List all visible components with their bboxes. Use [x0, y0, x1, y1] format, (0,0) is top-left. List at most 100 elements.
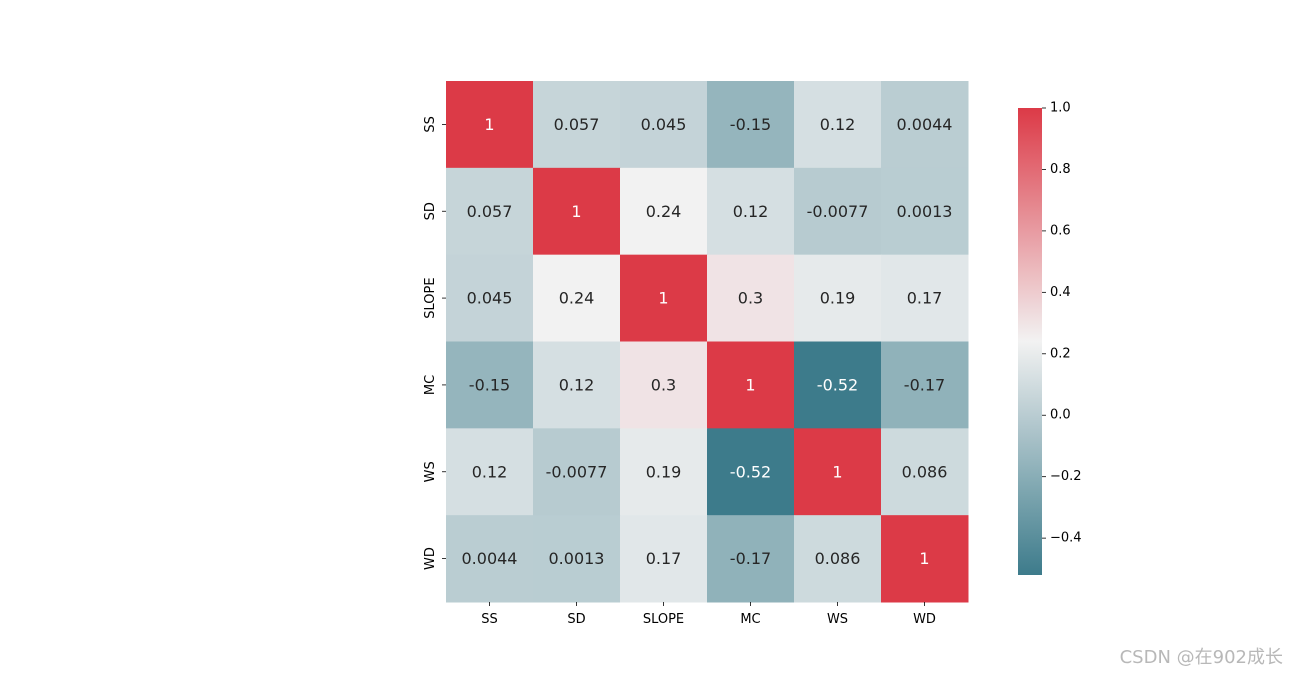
heatmap-cell: [881, 341, 969, 429]
colorbar-tick-label: 0.2: [1050, 346, 1071, 361]
heatmap-cell: [620, 515, 708, 603]
cell-value-label: -0.17: [730, 549, 771, 568]
cell-value-label: 0.086: [815, 549, 861, 568]
heatmap-cell: [881, 515, 969, 603]
cell-value-label: -0.0077: [807, 202, 869, 221]
cell-value-label: -0.15: [469, 375, 510, 394]
cell-value-label: 0.0013: [549, 549, 605, 568]
x-tick-label: WS: [827, 612, 848, 627]
cell-value-label: 1: [571, 202, 581, 221]
y-tick-label: SLOPE: [423, 277, 438, 318]
heatmap-cell: [794, 81, 882, 169]
cell-value-label: 0.3: [738, 289, 763, 308]
x-tick-label: MC: [740, 612, 760, 627]
heatmap-cell: [707, 167, 795, 256]
heatmap-cell: [620, 341, 708, 429]
heatmap-cell: [620, 167, 708, 256]
cell-value-label: 0.12: [820, 115, 856, 134]
cell-value-label: 0.0044: [897, 115, 953, 134]
colorbar-tick-label: 1.0: [1050, 101, 1071, 116]
heatmap-cell: [533, 341, 621, 429]
heatmap-cell: [446, 254, 534, 342]
heatmap-cell: [707, 515, 795, 603]
colorbar-tick-label: 0.6: [1050, 223, 1071, 238]
cell-value-label: 0.12: [559, 375, 595, 394]
heatmap-cell: [446, 341, 534, 429]
cell-value-label: -0.17: [904, 375, 945, 394]
heatmap-cell: [446, 81, 534, 169]
y-tick-label: SD: [423, 202, 438, 220]
cell-value-label: 1: [658, 289, 668, 308]
cell-value-label: 0.057: [467, 202, 513, 221]
heatmap-cell: [707, 341, 795, 429]
heatmap-cell: [707, 81, 795, 169]
cell-value-label: 1: [919, 549, 929, 568]
heatmap-cell: [446, 515, 534, 603]
y-tick-label: WD: [423, 547, 438, 570]
heatmap-cell: [620, 428, 708, 516]
x-tick-label: WD: [913, 612, 936, 627]
heatmap-cell: [707, 254, 795, 342]
cell-value-label: 0.24: [646, 202, 682, 221]
heatmap-cell: [620, 254, 708, 342]
colorbar: 1.0 0.8 0.6 0.4 0.2 0.0 −0.2 −0.4: [1018, 101, 1082, 575]
cell-value-label: -0.52: [730, 462, 771, 481]
x-tick-label: SLOPE: [643, 612, 684, 627]
heatmap-cell: [620, 81, 708, 169]
heatmap-cell: [533, 81, 621, 169]
cell-value-label: 0.3: [651, 375, 676, 394]
heatmap-cell: [446, 428, 534, 516]
cell-value-label: 0.045: [467, 289, 513, 308]
cell-value-label: 1: [484, 115, 494, 134]
cell-value-label: 0.19: [646, 462, 682, 481]
cell-value-label: -0.0077: [546, 462, 608, 481]
heatmap-cell: [881, 428, 969, 516]
y-tick-label: MC: [423, 375, 438, 395]
cell-value-label: 0.057: [554, 115, 600, 134]
cell-value-label: 0.0013: [897, 202, 953, 221]
heatmap-cell: [881, 81, 969, 169]
heatmap-cell: [794, 341, 882, 429]
cell-value-label: 0.086: [902, 462, 948, 481]
cell-value-label: 1: [832, 462, 842, 481]
heatmap-cell: [794, 515, 882, 603]
cell-value-label: -0.15: [730, 115, 771, 134]
colorbar-tick-label: 0.4: [1050, 285, 1071, 300]
heatmap-cell: [794, 254, 882, 342]
colorbar-gradient: [1018, 108, 1042, 575]
x-axis-ticks: SS SD SLOPE MC WS WD: [481, 602, 936, 627]
heatmap-cell: [446, 167, 534, 256]
heatmap-cell: [533, 428, 621, 516]
heatmap-cell: [707, 428, 795, 516]
watermark-text: CSDN @在902成长: [1119, 647, 1283, 668]
colorbar-tick-label: 0.0: [1050, 408, 1071, 423]
heatmap-cells: [446, 81, 969, 603]
colorbar-tick-label: 0.8: [1050, 162, 1071, 177]
heatmap-cell: [794, 428, 882, 516]
heatmap-cell: [533, 254, 621, 342]
colorbar-tick-label: −0.4: [1050, 531, 1082, 546]
heatmap-cell: [881, 167, 969, 256]
cell-value-label: 0.12: [733, 202, 769, 221]
heatmap-cell: [881, 254, 969, 342]
x-tick-label: SD: [567, 612, 585, 627]
cell-value-label: 0.17: [907, 289, 943, 308]
cell-value-label: 1: [745, 375, 755, 394]
cell-value-label: 0.19: [820, 289, 856, 308]
heatmap-cell: [533, 167, 621, 256]
heatmap-annotations: 1 0.057 0.045 -0.15 0.12 0.0044 0.057 1 0.24 0.12…: [462, 115, 953, 568]
cell-value-label: -0.52: [817, 375, 858, 394]
heatmap-cell: [533, 515, 621, 603]
heatmap-cell: [794, 167, 882, 256]
cell-value-label: 0.12: [472, 462, 508, 481]
cell-value-label: 0.17: [646, 549, 682, 568]
cell-value-label: 0.0044: [462, 549, 518, 568]
cell-value-label: 0.24: [559, 289, 595, 308]
x-tick-label: SS: [481, 612, 498, 627]
y-tick-label: WS: [423, 461, 438, 482]
colorbar-tick-label: −0.2: [1050, 469, 1082, 484]
y-axis-ticks: SS SD SLOPE MC WS WD: [423, 116, 446, 570]
y-tick-label: SS: [423, 116, 438, 133]
cell-value-label: 0.045: [641, 115, 687, 134]
